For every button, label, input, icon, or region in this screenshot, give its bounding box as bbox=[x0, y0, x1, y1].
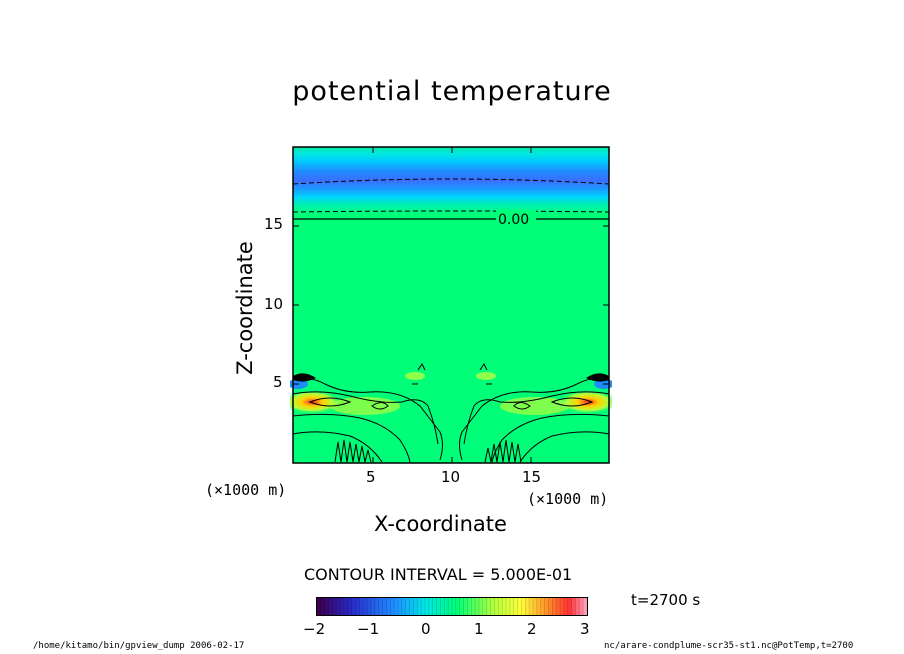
y-tick-label: 10 bbox=[264, 295, 284, 313]
colorbar-segment bbox=[502, 598, 507, 615]
colorbar-segment bbox=[363, 598, 368, 615]
colorbar-segment bbox=[490, 598, 495, 615]
colorbar-segment bbox=[398, 598, 403, 615]
y-axis-label: Z-coordinate bbox=[233, 241, 257, 375]
colorbar-segment bbox=[459, 598, 465, 615]
colorbar-segment bbox=[405, 598, 411, 615]
colorbar-segment bbox=[544, 598, 549, 615]
colorbar-segment bbox=[425, 598, 430, 615]
x-tick-label: 10 bbox=[441, 468, 461, 486]
colorbar-segment bbox=[567, 598, 573, 615]
colorbar-tick-label: 3 bbox=[580, 620, 590, 638]
plot-area: 0.00 bbox=[290, 146, 612, 464]
colorbar-tick-label: 2 bbox=[527, 620, 537, 638]
footer-right: nc/arare-condplume-scr35-st1.nc@PotTemp,… bbox=[604, 641, 854, 651]
colorbar-segment bbox=[494, 598, 499, 615]
x-axis-label: X-coordinate bbox=[374, 512, 507, 536]
colorbar-segment bbox=[517, 598, 522, 615]
colorbar-segment bbox=[340, 598, 345, 615]
colorbar-segment bbox=[374, 598, 380, 615]
colorbar-segment bbox=[320, 598, 326, 615]
colorbar-segment bbox=[525, 598, 530, 615]
colorbar-segment bbox=[444, 598, 449, 615]
colorbar-segment bbox=[583, 598, 587, 615]
footer-left: /home/kitamo/bin/gpview_dump 2006-02-17 bbox=[33, 641, 245, 651]
colorbar-segment bbox=[563, 598, 569, 615]
colorbar-segment bbox=[471, 598, 476, 615]
colorbar-segment bbox=[556, 598, 561, 615]
colorbar-segment bbox=[417, 598, 422, 615]
colorbar-tick-label: 1 bbox=[474, 620, 484, 638]
colorbar-segment bbox=[371, 598, 376, 615]
contour-label: 0.00 bbox=[498, 212, 529, 228]
colorbar-segment bbox=[498, 598, 503, 615]
colorbar-segment bbox=[332, 598, 337, 615]
colorbar-segment bbox=[367, 598, 372, 615]
colorbar-segment bbox=[336, 598, 341, 615]
colorbar-segment bbox=[317, 598, 322, 615]
colorbar-segment bbox=[378, 598, 384, 615]
colorbar-segment bbox=[351, 598, 357, 615]
colorbar-segment bbox=[382, 598, 387, 615]
colorbar-segment bbox=[579, 598, 584, 615]
colorbar-segment bbox=[401, 598, 407, 615]
colorbar-segment bbox=[521, 598, 526, 615]
colorbar-segment bbox=[409, 598, 414, 615]
colorbar-segment bbox=[386, 598, 391, 615]
colorbar-segment bbox=[486, 598, 492, 615]
colorbar-segment bbox=[440, 598, 445, 615]
colorbar-tick-label: 0 bbox=[421, 620, 431, 638]
colorbar-segment bbox=[548, 598, 553, 615]
y-tick-label: 5 bbox=[273, 373, 283, 391]
colorbar-segment bbox=[390, 598, 395, 615]
colorbar-segment bbox=[359, 598, 364, 615]
colorbar-segment bbox=[394, 598, 399, 615]
colorbar-tick-label: −2 bbox=[303, 620, 326, 638]
colorbar-segment bbox=[355, 598, 360, 615]
y-tick-label: 15 bbox=[264, 215, 284, 233]
colorbar-segment bbox=[560, 598, 565, 615]
colorbar-segment bbox=[448, 598, 453, 615]
colorbar-segment bbox=[455, 598, 461, 615]
colorbar-segment bbox=[432, 598, 438, 615]
colorbar-segment bbox=[463, 598, 468, 615]
colorbar-segment bbox=[475, 598, 480, 615]
upper-stratification-band bbox=[293, 147, 609, 214]
chart-title: potential temperature bbox=[292, 76, 612, 107]
colorbar-segment bbox=[513, 598, 519, 615]
colorbar-segment bbox=[452, 598, 457, 615]
colorbar-segment bbox=[467, 598, 472, 615]
colorbar-segment bbox=[506, 598, 511, 615]
colorbar-segment bbox=[509, 598, 515, 615]
colorbar-segment bbox=[575, 598, 580, 615]
y-unit-label: (×1000 m) bbox=[205, 481, 287, 499]
colorbar-segment bbox=[328, 598, 333, 615]
colorbar-tick-label: −1 bbox=[357, 620, 380, 638]
colorbar-segment bbox=[540, 598, 546, 615]
contour-interval-text: CONTOUR INTERVAL = 5.000E-01 bbox=[304, 565, 573, 584]
colorbar-segment bbox=[436, 598, 441, 615]
x-tick-label: 15 bbox=[522, 468, 542, 486]
colorbar-segment bbox=[536, 598, 542, 615]
colorbar-segment bbox=[421, 598, 426, 615]
colorbar-segment bbox=[324, 598, 330, 615]
colorbar-segment bbox=[571, 598, 576, 615]
colorbar bbox=[316, 597, 588, 616]
colorbar-segment bbox=[533, 598, 538, 615]
time-label: t=2700 s bbox=[631, 591, 701, 609]
colorbar-segment bbox=[428, 598, 434, 615]
colorbar-segment bbox=[479, 598, 484, 615]
colorbar-segment bbox=[552, 598, 557, 615]
colorbar-segment bbox=[347, 598, 353, 615]
x-unit-label: (×1000 m) bbox=[527, 490, 609, 508]
x-tick-label: 5 bbox=[366, 468, 376, 486]
colorbar-segment bbox=[482, 598, 488, 615]
colorbar-segment bbox=[413, 598, 418, 615]
colorbar-segment bbox=[344, 598, 349, 615]
colorbar-segment bbox=[529, 598, 534, 615]
